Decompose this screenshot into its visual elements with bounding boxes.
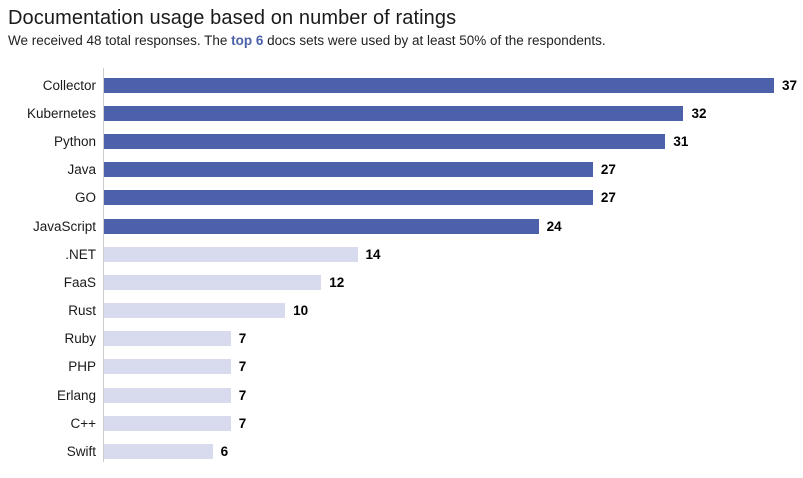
bar-row: Java 27 — [8, 156, 803, 184]
category-label: Swift — [66, 444, 96, 460]
value-label: 31 — [673, 133, 689, 149]
category-label: Python — [53, 133, 96, 149]
bar-row: C++ 7 — [8, 409, 803, 437]
bar-row: Python 31 — [8, 127, 803, 155]
chart-title: Documentation usage based on number of r… — [8, 7, 457, 29]
category-label: PHP — [68, 359, 96, 375]
y-axis-line — [103, 68, 104, 462]
bar-row: Kubernetes 32 — [8, 99, 803, 127]
category-label: GO — [74, 190, 96, 206]
bar-row: Swift 6 — [8, 437, 803, 465]
subtitle-suffix: docs sets were used by at least 50% of t… — [263, 33, 606, 48]
bar-row: FaaS 12 — [8, 268, 803, 296]
category-label: JavaScript — [32, 218, 96, 234]
bar — [104, 444, 213, 460]
chart-subtitle: We received 48 total responses. The top … — [8, 33, 803, 49]
category-label: C++ — [70, 415, 96, 431]
bar — [104, 359, 231, 375]
category-label: .NET — [65, 246, 96, 262]
bar-row: Collector 37 — [8, 71, 803, 99]
category-label: Rust — [68, 303, 96, 319]
value-label: 24 — [546, 218, 562, 234]
category-label: Collector — [42, 77, 96, 93]
value-label: 12 — [329, 274, 345, 290]
bar — [104, 387, 231, 403]
bar — [104, 133, 666, 149]
bar — [104, 77, 774, 93]
bar — [104, 162, 593, 178]
bar — [104, 246, 358, 262]
bar — [104, 303, 286, 319]
bar-row: Rust 10 — [8, 297, 803, 325]
category-label: Kubernetes — [26, 105, 96, 121]
bar-chart: Collector 37 Kubernetes 32 Python 31 Java 27 GO 2… — [8, 68, 803, 466]
category-label: FaaS — [63, 274, 96, 290]
bar — [104, 415, 231, 431]
bar-row: GO 27 — [8, 184, 803, 212]
bar — [104, 218, 539, 234]
bar — [104, 274, 322, 290]
value-label: 32 — [691, 105, 707, 121]
value-label: 7 — [238, 331, 247, 347]
value-label: 37 — [782, 77, 798, 93]
bar-row: PHP 7 — [8, 353, 803, 381]
value-label: 7 — [238, 359, 247, 375]
subtitle-highlight: top 6 — [231, 33, 264, 48]
bar — [104, 190, 593, 206]
category-label: Ruby — [64, 331, 96, 347]
value-label: 27 — [600, 190, 616, 206]
bar-row: Ruby 7 — [8, 325, 803, 353]
value-label: 14 — [365, 246, 381, 262]
bar-rows: Collector 37 Kubernetes 32 Python 31 Java 27 GO 2… — [8, 68, 803, 466]
category-label: Java — [67, 162, 96, 178]
value-label: 10 — [293, 303, 309, 319]
bar-row: JavaScript 24 — [8, 212, 803, 240]
bar-row: Erlang 7 — [8, 381, 803, 409]
bar — [104, 331, 231, 347]
value-label: 27 — [600, 162, 616, 178]
value-label: 7 — [238, 415, 247, 431]
bar-row: .NET 14 — [8, 240, 803, 268]
subtitle-prefix: We received 48 total responses. The — [8, 33, 232, 48]
category-label: Erlang — [56, 387, 96, 403]
value-label: 6 — [220, 444, 229, 460]
value-label: 7 — [238, 387, 247, 403]
bar — [104, 105, 684, 121]
